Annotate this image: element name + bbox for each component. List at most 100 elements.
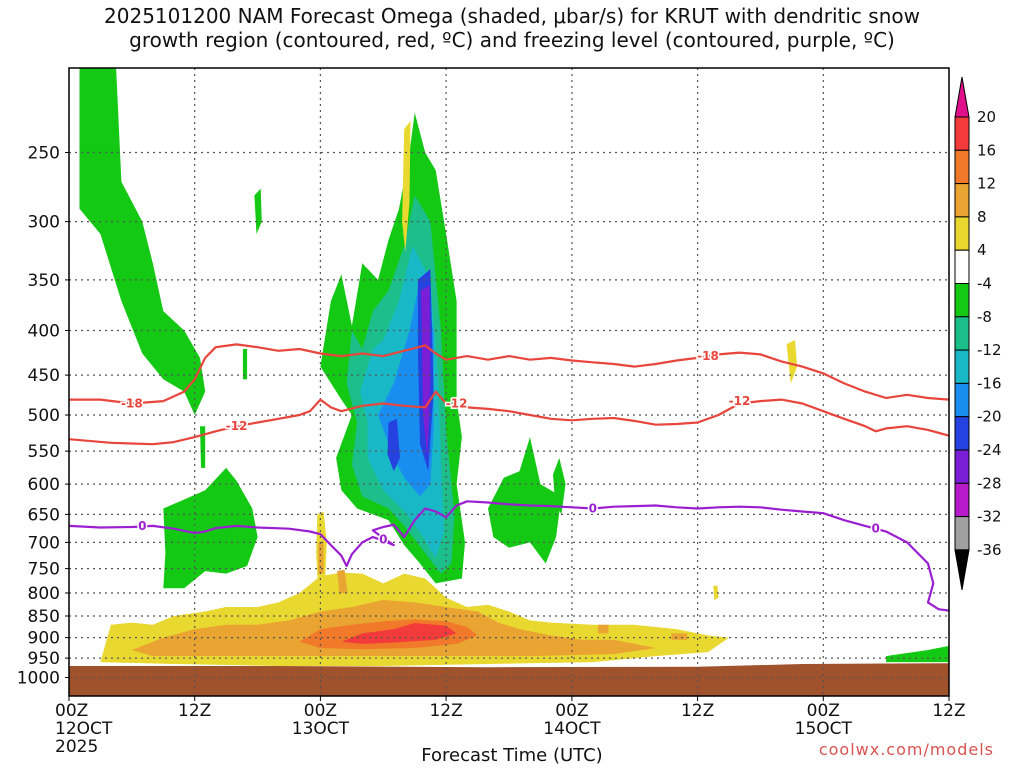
colorbar-bin-10 (954, 416, 970, 451)
omega-region-22 (318, 542, 324, 574)
colorbar-tick-1: 16 (977, 141, 996, 159)
contour-label-1-1: -12 (446, 397, 468, 411)
contour-label-2-3: 0 (872, 522, 880, 536)
ground-layer (69, 663, 949, 696)
grid-lines (69, 68, 949, 696)
colorbar-tick-7: -12 (977, 341, 1002, 359)
x-tick-label-12-0: 12Z (178, 701, 211, 721)
contour-label-2-1: 0 (379, 533, 387, 547)
colorbar-bin-5 (954, 249, 970, 284)
x-tick-label-0-1: 12OCT (55, 719, 113, 739)
colorbar-tick-0: 20 (977, 108, 996, 126)
y-tick-label-550: 550 (28, 442, 60, 462)
y-tick-label-500: 500 (28, 406, 60, 426)
omega-region-24 (671, 633, 688, 640)
colorbar-bin-9 (954, 382, 970, 418)
contour-line-0 (69, 343, 949, 405)
contour-label-1-0: -12 (226, 419, 248, 433)
x-tick-label-48-0: 00Z (555, 701, 588, 721)
omega-region-4 (163, 467, 258, 589)
y-tick-label-450: 450 (28, 366, 60, 386)
y-tick-label-900: 900 (28, 629, 60, 649)
y-tick-label-650: 650 (28, 505, 60, 525)
credit-text: coolwx.com/models (818, 740, 994, 759)
colorbar-tick-2: 12 (977, 175, 996, 193)
y-tick-label-850: 850 (28, 607, 60, 627)
y-axis-ticks: 2503003504004505005506006507007508008509… (17, 144, 69, 689)
colorbar-bin-13 (954, 516, 970, 551)
omega-region-2 (242, 349, 248, 380)
colorbar-tick-11: -28 (977, 474, 1002, 492)
contour-label-0-0: -18 (121, 397, 143, 411)
contour-lines: -18 -18 -12 -12 -12 0 0 0 0 (69, 343, 949, 612)
colorbar-tick-9: -20 (977, 408, 1002, 426)
omega-shading (79, 68, 949, 666)
x-tick-label-48-1: 14OCT (543, 719, 601, 739)
y-tick-label-950: 950 (28, 649, 60, 669)
title-line-1: 2025101200 NAM Forecast Omega (shaded, μ… (104, 4, 920, 28)
colorbar-tick-12: -32 (977, 508, 1002, 526)
colorbar-bin-4 (954, 216, 970, 251)
contour-label-2-2: 0 (589, 502, 597, 516)
omega-region-14 (886, 645, 949, 663)
colorbar-tick-3: 8 (977, 208, 987, 226)
x-tick-label-24-0: 00Z (304, 701, 337, 721)
y-tick-label-600: 600 (28, 475, 60, 495)
ground-fill (69, 663, 949, 696)
colorbar-tick-8: -16 (977, 374, 1002, 392)
omega-region-0 (79, 68, 206, 415)
x-tick-label-84-0: 12Z (932, 701, 965, 721)
omega-region-21 (337, 569, 348, 593)
y-tick-label-400: 400 (28, 322, 60, 342)
colorbar-bin-12 (954, 482, 970, 518)
colorbar-bottom-arrow (954, 549, 970, 590)
omega-region-13 (553, 457, 566, 515)
x-tick-label-24-1: 13OCT (292, 719, 350, 739)
contour-label-2-0: 0 (138, 519, 146, 533)
colorbar-top-arrow (954, 76, 970, 118)
x-tick-label-0-0: 00Z (55, 701, 88, 721)
y-tick-label-300: 300 (28, 213, 60, 233)
colorbar-bin-2 (954, 149, 970, 185)
contour-line-1 (69, 390, 949, 446)
y-tick-label-350: 350 (28, 271, 60, 291)
omega-region-19 (786, 339, 798, 384)
title-line-2: growth region (contoured, red, ºC) and f… (129, 28, 895, 52)
y-tick-label-250: 250 (28, 144, 60, 164)
x-tick-label-0-2: 2025 (55, 737, 98, 757)
contour-label-0-1: -18 (697, 349, 719, 363)
x-axis-label: Forecast Time (UTC) (421, 745, 603, 766)
omega-region-26 (341, 623, 457, 644)
x-tick-label-36-0: 12Z (429, 701, 462, 721)
omega-region-23 (598, 624, 609, 634)
colorbar-tick-10: -24 (977, 441, 1002, 459)
omega-region-12 (488, 437, 562, 564)
y-tick-label-800: 800 (28, 584, 60, 604)
chart-title: 2025101200 NAM Forecast Omega (shaded, μ… (0, 4, 1024, 52)
omega-region-9 (387, 418, 400, 472)
colorbar-tick-5: -4 (977, 275, 992, 293)
y-tick-label-750: 750 (28, 560, 60, 580)
colorbar-bin-1 (954, 116, 970, 151)
colorbar-bin-7 (954, 316, 970, 351)
y-tick-label-700: 700 (28, 533, 60, 553)
colorbar-bin-11 (954, 449, 970, 484)
omega-region-18 (713, 585, 719, 600)
contour-line-2 (69, 500, 949, 612)
x-tick-label-72-1: 15OCT (795, 719, 853, 739)
omega-region-3 (200, 426, 206, 468)
y-tick-label-1000: 1000 (17, 669, 60, 689)
colorbar-bin-3 (954, 183, 970, 218)
colorbar-bin-6 (954, 283, 970, 318)
plot-frame (68, 67, 950, 697)
colorbar: 20 16 12 8 4 -4 -8 -12 -16 -20 -24 -28 -32 -36 (954, 76, 1002, 590)
colorbar-tick-6: -8 (977, 308, 992, 326)
colorbar-bin-8 (954, 349, 970, 384)
omega-region-17 (402, 120, 411, 252)
x-tick-label-60-0: 12Z (681, 701, 714, 721)
contour-label-1-2: -12 (729, 394, 751, 408)
x-tick-label-72-0: 00Z (807, 701, 840, 721)
omega-region-1 (254, 188, 262, 234)
